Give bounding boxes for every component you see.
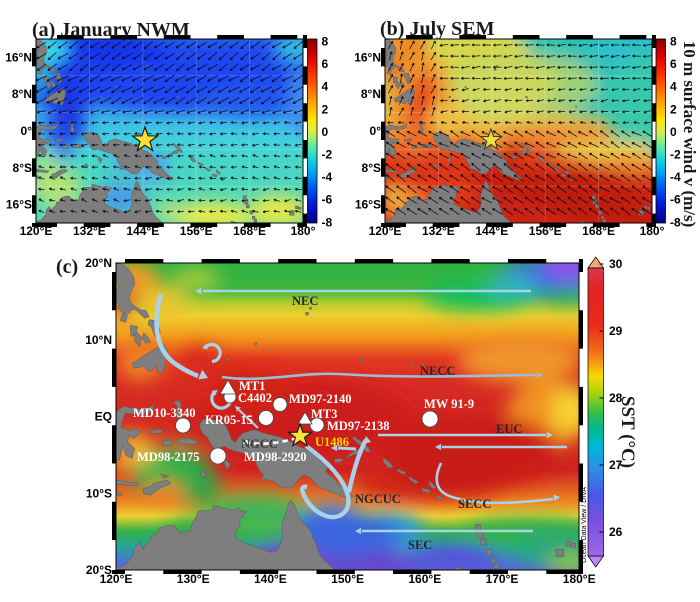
svg-text:132°E: 132°E	[422, 224, 455, 238]
svg-text:8°S: 8°S	[13, 161, 32, 175]
svg-text:-6: -6	[670, 193, 681, 207]
svg-text:168°E: 168°E	[233, 224, 266, 238]
svg-text:30: 30	[609, 257, 623, 271]
svg-text:156°E: 156°E	[529, 224, 562, 238]
svg-text:KR05-15: KR05-15	[205, 413, 253, 427]
svg-text:-8: -8	[322, 215, 333, 229]
svg-text:0°: 0°	[21, 124, 33, 138]
svg-text:8°S: 8°S	[362, 161, 381, 175]
svg-text:MD97-2140: MD97-2140	[289, 392, 352, 406]
svg-text:140°E: 140°E	[254, 572, 287, 586]
svg-text:8°N: 8°N	[361, 87, 381, 101]
svg-text:MT1: MT1	[239, 379, 265, 393]
svg-text:26: 26	[609, 525, 623, 539]
svg-text:10°N: 10°N	[85, 333, 112, 347]
svg-text:10°S: 10°S	[86, 486, 112, 500]
svg-text:NECC: NECC	[420, 364, 455, 378]
svg-text:27: 27	[609, 458, 623, 472]
svg-text:144°E: 144°E	[126, 224, 159, 238]
svg-text:-4: -4	[670, 170, 681, 184]
svg-text:180°: 180°	[291, 224, 316, 238]
svg-text:170°E: 170°E	[486, 572, 519, 586]
svg-text:2: 2	[322, 102, 329, 116]
svg-text:(c): (c)	[56, 256, 78, 278]
svg-text:180°E: 180°E	[563, 572, 596, 586]
svg-text:-2: -2	[670, 148, 681, 162]
svg-text:20°S: 20°S	[86, 563, 112, 577]
svg-text:-2: -2	[322, 148, 333, 162]
svg-text:150°E: 150°E	[331, 572, 364, 586]
svg-text:16°N: 16°N	[5, 50, 32, 64]
svg-text:16°S: 16°S	[355, 198, 381, 212]
svg-text:28: 28	[609, 391, 623, 405]
svg-text:4: 4	[670, 80, 677, 94]
svg-text:-6: -6	[322, 193, 333, 207]
svg-text:4: 4	[322, 80, 329, 94]
svg-text:10 m surface wind v (m/s): 10 m surface wind v (m/s)	[680, 41, 699, 228]
svg-text:2: 2	[670, 102, 677, 116]
svg-text:16°S: 16°S	[6, 198, 32, 212]
svg-text:0: 0	[322, 125, 329, 139]
svg-text:(b) July SEM: (b) July SEM	[380, 18, 495, 40]
svg-text:20°N: 20°N	[85, 256, 112, 270]
svg-text:16°N: 16°N	[354, 50, 381, 64]
svg-text:120°E: 120°E	[100, 572, 133, 586]
svg-text:MD97-2138: MD97-2138	[327, 419, 390, 433]
svg-text:-4: -4	[322, 170, 333, 184]
svg-text:8°N: 8°N	[12, 87, 32, 101]
svg-text:MD98-2175: MD98-2175	[137, 450, 200, 464]
svg-text:MD98-2920: MD98-2920	[244, 450, 307, 464]
svg-text:29: 29	[609, 324, 623, 338]
svg-text:SECC: SECC	[458, 497, 491, 511]
svg-text:130°E: 130°E	[177, 572, 210, 586]
svg-text:Ocean Data View / DIVA: Ocean Data View / DIVA	[581, 487, 588, 563]
svg-text:MW 91-9: MW 91-9	[424, 397, 474, 411]
svg-text:6: 6	[670, 57, 677, 71]
svg-text:MT3: MT3	[311, 407, 337, 421]
svg-text:120°E: 120°E	[20, 224, 53, 238]
svg-text:0°: 0°	[370, 124, 382, 138]
svg-text:-8: -8	[670, 215, 681, 229]
svg-text:NGCC: NGCC	[241, 437, 278, 451]
svg-text:SST (°C): SST (°C)	[617, 396, 638, 468]
svg-text:C4402: C4402	[238, 391, 272, 405]
svg-text:120°E: 120°E	[369, 224, 402, 238]
svg-text:MD10-3340: MD10-3340	[133, 406, 196, 420]
svg-text:160°E: 160°E	[408, 572, 441, 586]
svg-text:(a) January NWM: (a) January NWM	[32, 19, 190, 41]
svg-text:6: 6	[322, 57, 329, 71]
svg-text:144°E: 144°E	[475, 224, 508, 238]
svg-text:NGCUC: NGCUC	[355, 492, 401, 506]
svg-text:180°: 180°	[640, 224, 665, 238]
svg-text:NEC: NEC	[292, 294, 318, 308]
svg-text:EUC: EUC	[496, 422, 522, 436]
svg-text:SEC: SEC	[408, 538, 432, 552]
svg-text:U1486: U1486	[315, 435, 349, 449]
svg-text:8: 8	[670, 35, 677, 49]
svg-text:8: 8	[322, 35, 329, 49]
svg-text:168°E: 168°E	[582, 224, 615, 238]
svg-text:EQ: EQ	[95, 410, 112, 424]
svg-text:132°E: 132°E	[73, 224, 106, 238]
svg-text:0: 0	[670, 125, 677, 139]
svg-text:156°E: 156°E	[180, 224, 213, 238]
